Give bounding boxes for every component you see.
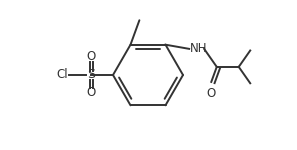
Text: NH: NH xyxy=(190,42,208,55)
Text: S: S xyxy=(87,69,95,81)
Text: O: O xyxy=(207,87,216,100)
Text: O: O xyxy=(86,51,96,63)
Text: O: O xyxy=(86,87,96,99)
Text: Cl: Cl xyxy=(56,69,68,81)
